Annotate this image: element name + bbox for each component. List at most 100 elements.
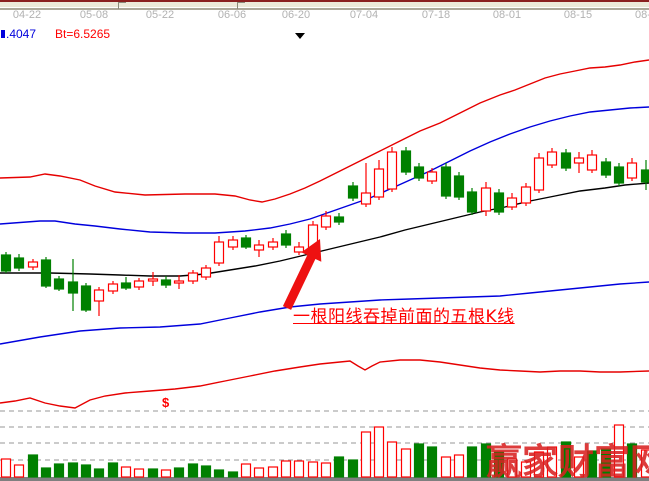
- volume-bar[interactable]: [93, 468, 105, 478]
- candlestick[interactable]: [13, 254, 25, 271]
- volume-bar[interactable]: [626, 443, 638, 478]
- candlestick[interactable]: [133, 278, 145, 290]
- candlestick[interactable]: [240, 235, 252, 249]
- volume-bar[interactable]: [440, 456, 452, 478]
- volume-bar[interactable]: [267, 466, 279, 478]
- volume-bar[interactable]: [640, 449, 649, 478]
- candlestick[interactable]: [426, 168, 438, 184]
- volume-bar[interactable]: [466, 446, 478, 478]
- candlestick[interactable]: [53, 276, 65, 291]
- volume-bar[interactable]: [453, 454, 465, 478]
- candlestick[interactable]: [493, 189, 505, 215]
- candlestick[interactable]: [613, 163, 625, 186]
- candlestick[interactable]: [267, 238, 279, 250]
- candlestick[interactable]: [147, 272, 159, 286]
- volume-bar[interactable]: [227, 471, 239, 478]
- volume-bar[interactable]: [586, 450, 598, 478]
- volume-bar[interactable]: [253, 467, 265, 478]
- candlestick[interactable]: [546, 148, 558, 168]
- volume-bar[interactable]: [133, 468, 145, 478]
- volume-bar[interactable]: [0, 458, 12, 478]
- pane-splitter-handle[interactable]: [118, 2, 126, 9]
- volume-bar[interactable]: [307, 461, 319, 478]
- candlestick[interactable]: [573, 152, 585, 173]
- volume-bar[interactable]: [187, 463, 199, 478]
- volume-bar[interactable]: [347, 459, 359, 478]
- volume-bar[interactable]: [600, 448, 612, 478]
- volume-bar[interactable]: [560, 441, 572, 478]
- candlestick[interactable]: [533, 153, 545, 193]
- candlestick[interactable]: [93, 287, 105, 316]
- candlestick[interactable]: [520, 183, 532, 206]
- volume-bar[interactable]: [573, 456, 585, 478]
- volume-bar[interactable]: [27, 454, 39, 478]
- dropdown-arrow-icon[interactable]: [295, 33, 305, 39]
- candlestick[interactable]: [227, 236, 239, 250]
- volume-bar[interactable]: [413, 443, 425, 478]
- volume-bar[interactable]: [120, 466, 132, 478]
- pane-splitter-handle[interactable]: [237, 2, 245, 9]
- candlestick[interactable]: [360, 163, 372, 207]
- candlestick[interactable]: [320, 211, 332, 230]
- volume-bar[interactable]: [520, 461, 532, 478]
- candlestick[interactable]: [480, 182, 492, 216]
- volume-bar[interactable]: [67, 462, 79, 478]
- volume-bar[interactable]: [533, 451, 545, 478]
- volume-bar[interactable]: [493, 451, 505, 478]
- volume-bar[interactable]: [53, 463, 65, 478]
- candlestick[interactable]: [400, 147, 412, 175]
- candlestick[interactable]: [506, 193, 518, 210]
- candlestick[interactable]: [0, 252, 12, 273]
- candlestick[interactable]: [333, 213, 345, 225]
- candlestick[interactable]: [600, 158, 612, 178]
- candlestick[interactable]: [160, 276, 172, 288]
- candlestick[interactable]: [293, 242, 305, 255]
- candlestick[interactable]: [173, 275, 185, 289]
- candlestick[interactable]: [453, 172, 465, 200]
- candlestick[interactable]: [347, 182, 359, 201]
- volume-bar[interactable]: [80, 464, 92, 478]
- volume-bar[interactable]: [173, 467, 185, 478]
- volume-bar[interactable]: [293, 460, 305, 478]
- candlestick[interactable]: [253, 240, 265, 257]
- candlestick[interactable]: [40, 257, 52, 288]
- candlestick[interactable]: [373, 160, 385, 200]
- candlestick[interactable]: [80, 283, 92, 312]
- volume-bar[interactable]: [613, 424, 625, 478]
- candlestick[interactable]: [213, 236, 225, 266]
- candlestick[interactable]: [626, 158, 638, 181]
- volume-bar[interactable]: [546, 446, 558, 478]
- volume-bar[interactable]: [386, 441, 398, 478]
- volume-bar[interactable]: [400, 448, 412, 478]
- volume-bar[interactable]: [200, 465, 212, 478]
- candlestick[interactable]: [107, 281, 119, 294]
- candlestick[interactable]: [440, 163, 452, 199]
- candlestick[interactable]: [187, 270, 199, 284]
- volume-bar[interactable]: [506, 458, 518, 478]
- candlestick[interactable]: [386, 147, 398, 192]
- candlestick[interactable]: [560, 149, 572, 171]
- candlestick[interactable]: [67, 259, 79, 311]
- candlestick[interactable]: [200, 265, 212, 280]
- volume-bar[interactable]: [320, 462, 332, 478]
- candlestick[interactable]: [27, 259, 39, 270]
- volume-bar[interactable]: [373, 426, 385, 478]
- candlestick[interactable]: [586, 150, 598, 173]
- volume-bar[interactable]: [13, 464, 25, 478]
- volume-bar[interactable]: [160, 469, 172, 478]
- volume-bar[interactable]: [280, 460, 292, 478]
- volume-bar[interactable]: [240, 463, 252, 478]
- volume-bar[interactable]: [360, 431, 372, 478]
- volume-bar[interactable]: [213, 469, 225, 478]
- candlestick[interactable]: [120, 277, 132, 290]
- volume-bar[interactable]: [426, 446, 438, 478]
- volume-bar[interactable]: [333, 456, 345, 478]
- volume-bar[interactable]: [480, 443, 492, 478]
- volume-bar[interactable]: [107, 462, 119, 478]
- volume-bar[interactable]: [40, 467, 52, 478]
- candlestick[interactable]: [413, 163, 425, 181]
- candlestick[interactable]: [466, 188, 478, 215]
- candlestick[interactable]: [280, 230, 292, 248]
- volume-bar[interactable]: [147, 468, 159, 478]
- candlestick[interactable]: [640, 160, 649, 190]
